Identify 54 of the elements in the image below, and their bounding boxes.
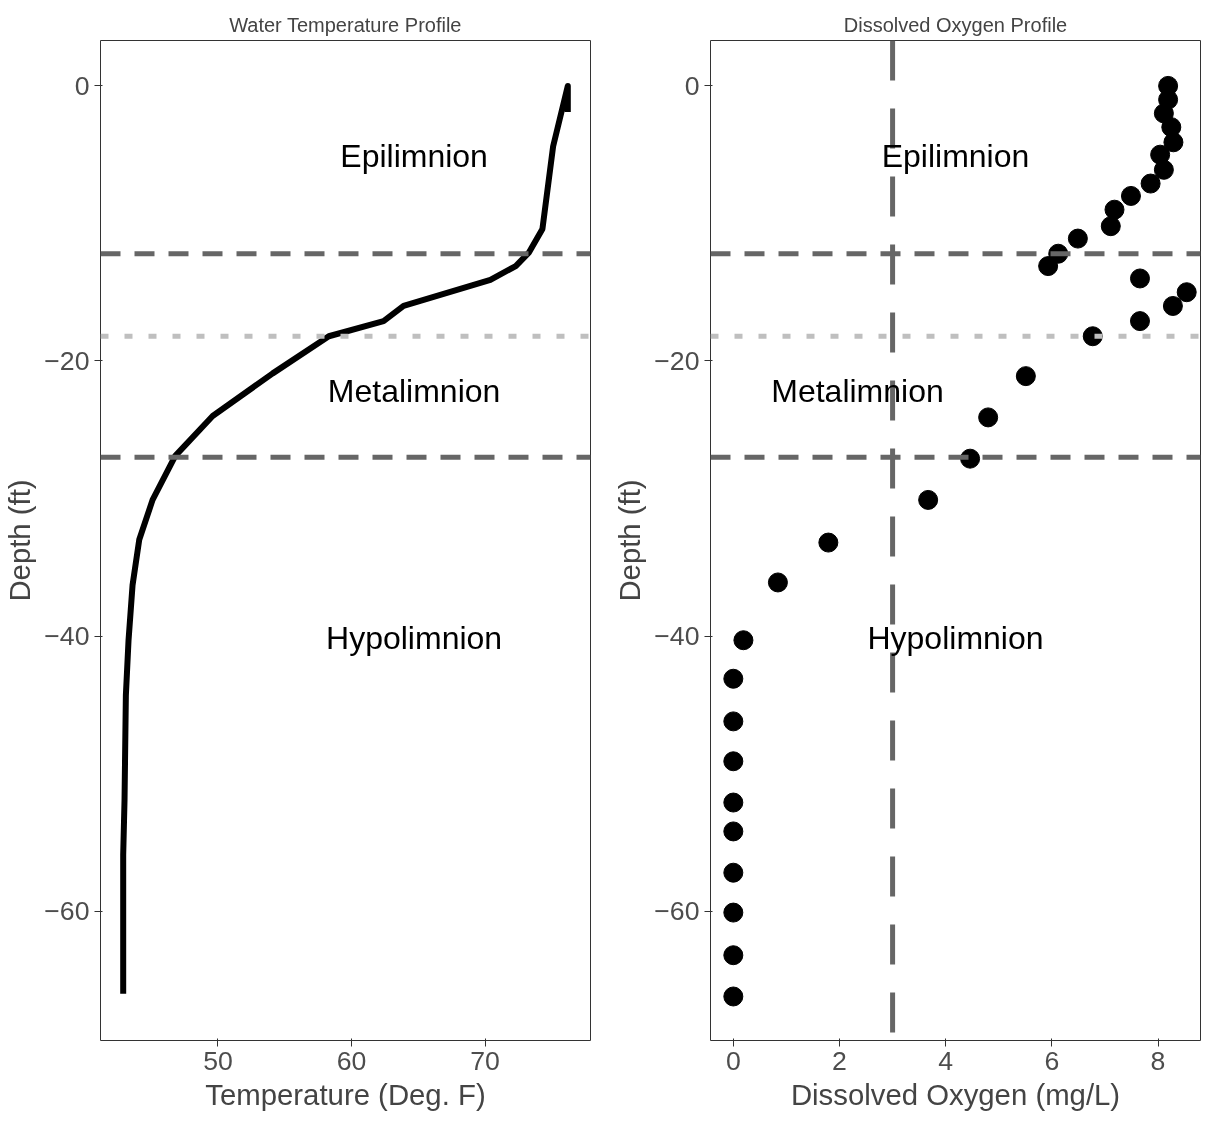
y-tick-label: −20 [654,346,700,376]
point [1067,228,1088,249]
point [1104,199,1125,220]
x-axis-title: Temperature (Deg. F) [205,1077,486,1111]
point [723,821,744,842]
y-tick-label: 0 [74,70,90,101]
y-tick-label: −20 [44,346,90,376]
point [767,572,788,593]
annotation: Epilimnion [340,137,488,174]
point [1162,295,1183,316]
point [723,902,744,923]
point [978,407,999,428]
x-tick-label: 4 [938,1045,954,1076]
point [723,751,744,772]
y-tick-label: −60 [654,896,700,927]
x-tick-label: 0 [725,1045,741,1076]
point [1140,173,1161,194]
x-tick-label: 60 [336,1045,367,1076]
x-tick-label: 6 [1044,1045,1060,1076]
point [1120,185,1141,206]
point [723,862,744,883]
annotation: Hypolimnion [867,619,1044,656]
point [1153,159,1174,180]
point [723,711,744,732]
point [733,630,754,651]
point [1129,311,1150,332]
y-tick-label: 0 [684,70,700,101]
y-axis-title: Depth (ft) [3,479,37,602]
point [1100,216,1121,237]
point [1038,256,1059,277]
annotation: Epilimnion [881,137,1030,174]
point [1129,268,1150,289]
x-tick-label: 70 [470,1045,500,1076]
point [1015,366,1036,387]
annotation: Metalimnion [327,372,501,409]
x-axis-title: Dissolved Oxygen (mg/L) [790,1077,1121,1111]
point [723,945,744,966]
chart-title: Water Temperature Profile [229,13,462,36]
point [818,532,839,553]
point [1163,132,1184,153]
y-tick-label: −40 [44,621,90,652]
point [723,792,744,813]
point [723,668,744,689]
point [723,986,744,1007]
point [1176,282,1197,303]
y-tick-label: −40 [654,621,700,652]
x-tick-label: 8 [1150,1045,1166,1076]
point [918,489,939,510]
x-tick-label: 50 [203,1045,233,1076]
annotation: Hypolimnion [326,619,503,656]
chart-title: Dissolved Oxygen Profile [843,13,1068,36]
x-tick-label: 2 [832,1045,847,1076]
y-tick-label: −60 [44,896,90,927]
y-axis-title: Depth (ft) [613,479,647,602]
